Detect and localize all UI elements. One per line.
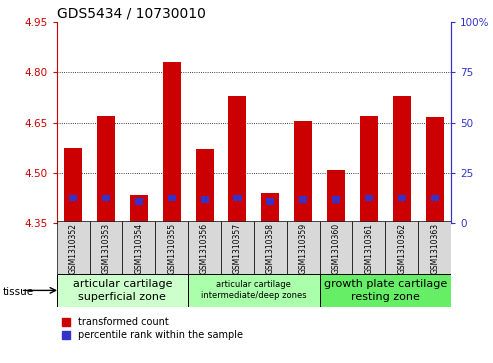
Bar [299, 196, 307, 203]
Bar [233, 195, 242, 201]
Text: GSM1310360: GSM1310360 [332, 223, 341, 274]
Bar [319, 221, 352, 274]
Text: GSM1310359: GSM1310359 [299, 223, 308, 274]
Text: articular cartilage
intermediate/deep zones: articular cartilage intermediate/deep zo… [201, 280, 307, 301]
Text: GDS5434 / 10730010: GDS5434 / 10730010 [57, 7, 206, 21]
Bar [221, 221, 254, 274]
Bar [430, 195, 439, 201]
Bar [97, 116, 115, 223]
Bar [188, 274, 319, 307]
Bar [57, 274, 188, 307]
Legend: transformed count, percentile rank within the sample: transformed count, percentile rank withi… [62, 317, 243, 340]
Bar [64, 148, 82, 223]
Bar [266, 198, 275, 205]
Bar [57, 221, 90, 274]
Text: growth plate cartilage
resting zone: growth plate cartilage resting zone [324, 279, 447, 302]
Text: GSM1310363: GSM1310363 [430, 223, 439, 274]
Bar [365, 195, 373, 201]
Bar [418, 221, 451, 274]
Text: GSM1310355: GSM1310355 [167, 223, 176, 274]
Bar [398, 195, 406, 201]
Text: articular cartilage
superficial zone: articular cartilage superficial zone [72, 279, 172, 302]
Bar [168, 195, 176, 201]
Bar [228, 95, 246, 223]
Bar [327, 170, 345, 223]
Text: GSM1310356: GSM1310356 [200, 223, 209, 274]
Bar [102, 195, 110, 201]
Bar [201, 196, 209, 203]
Bar [135, 198, 143, 205]
Text: GSM1310352: GSM1310352 [69, 223, 77, 274]
Bar [188, 221, 221, 274]
Bar [163, 62, 181, 223]
Bar [122, 221, 155, 274]
Bar [254, 221, 287, 274]
Bar [393, 95, 411, 223]
Bar [196, 149, 213, 223]
Text: tissue: tissue [2, 287, 34, 297]
Bar [319, 274, 451, 307]
Bar [90, 221, 122, 274]
Text: GSM1310358: GSM1310358 [266, 223, 275, 274]
Bar [352, 221, 386, 274]
Bar [360, 116, 378, 223]
Text: GSM1310354: GSM1310354 [135, 223, 143, 274]
Text: GSM1310357: GSM1310357 [233, 223, 242, 274]
Bar [261, 193, 280, 223]
Text: GSM1310362: GSM1310362 [397, 223, 406, 274]
Bar [155, 221, 188, 274]
Text: GSM1310361: GSM1310361 [364, 223, 373, 274]
Text: GSM1310353: GSM1310353 [102, 223, 110, 274]
Bar [130, 195, 148, 223]
Bar [69, 195, 77, 201]
Bar [425, 118, 444, 223]
Bar [386, 221, 418, 274]
Bar [294, 121, 312, 223]
Bar [287, 221, 319, 274]
Bar [332, 196, 340, 203]
